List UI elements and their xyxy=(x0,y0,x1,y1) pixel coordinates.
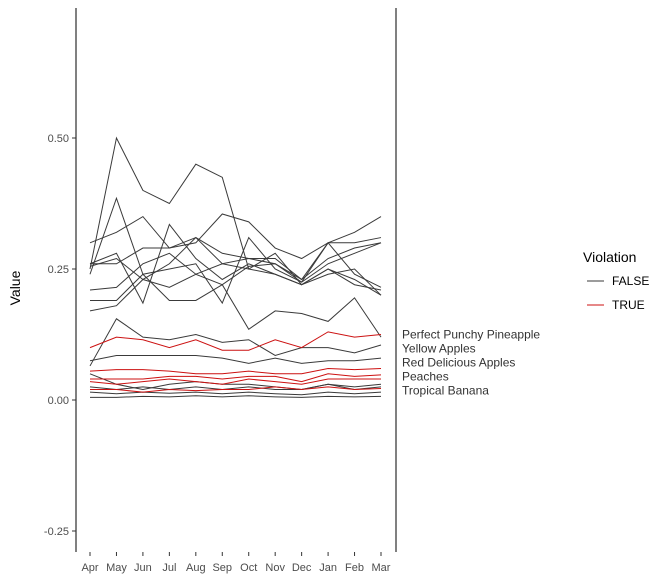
x-tick-label: Jul xyxy=(162,562,176,574)
series-line xyxy=(89,368,382,375)
x-tick-label: Aug xyxy=(186,562,206,574)
series-end-label: Red Delicious Apples xyxy=(402,356,515,370)
legend-label-true: TRUE xyxy=(612,298,645,312)
x-tick-label: Nov xyxy=(265,562,285,574)
x-tick-label: Jun xyxy=(134,562,152,574)
legend-title: Violation xyxy=(583,249,636,265)
series-line xyxy=(90,386,382,393)
series-line xyxy=(89,136,382,296)
series-line xyxy=(89,354,382,364)
series-line xyxy=(90,373,382,383)
series-line xyxy=(90,273,382,338)
x-tick-label: Sep xyxy=(212,562,232,574)
x-tick-label: Apr xyxy=(81,562,98,574)
x-ticks: Apr May Jun Jul Aug Sep Oct Nov Dec Jan Feb Mar xyxy=(81,552,391,574)
series-end-label: Perfect Punchy Pineapple xyxy=(402,328,540,342)
y-tick-label: 0.25 xyxy=(48,264,69,276)
x-tick-label: Jan xyxy=(319,562,337,574)
series-line xyxy=(89,236,382,288)
legend-entry-true: TRUE xyxy=(587,298,645,312)
series-line xyxy=(89,391,382,396)
series-end-label: Yellow Apples xyxy=(402,342,476,356)
series-line xyxy=(89,242,382,312)
series-line xyxy=(89,383,382,391)
series-end-label: Peaches xyxy=(402,370,449,384)
series-line xyxy=(89,252,382,291)
x-tick-label: Dec xyxy=(292,562,312,574)
series-lines xyxy=(89,136,382,398)
y-tick-label: -0.25 xyxy=(44,526,69,538)
y-ticks: -0.25 0.00 0.25 0.50 xyxy=(44,133,76,538)
x-tick-label: Oct xyxy=(240,562,257,574)
y-tick-label: 0.00 xyxy=(48,395,69,407)
series-end-label: Tropical Banana xyxy=(402,384,489,398)
legend-label-false: FALSE xyxy=(612,274,649,288)
series-line xyxy=(90,395,382,398)
series-line xyxy=(89,318,382,367)
series-line xyxy=(90,213,382,265)
series-line xyxy=(89,223,382,305)
series-line xyxy=(89,331,382,351)
y-axis-label: Value xyxy=(7,270,23,305)
x-tick-label: Feb xyxy=(345,562,364,574)
series-line xyxy=(89,215,382,281)
x-tick-label: May xyxy=(106,562,127,574)
y-tick-label: 0.50 xyxy=(48,133,69,145)
x-tick-label: Mar xyxy=(372,562,391,574)
series-line xyxy=(89,196,382,305)
series-line xyxy=(89,378,381,385)
legend-entry-false: FALSE xyxy=(587,274,649,288)
